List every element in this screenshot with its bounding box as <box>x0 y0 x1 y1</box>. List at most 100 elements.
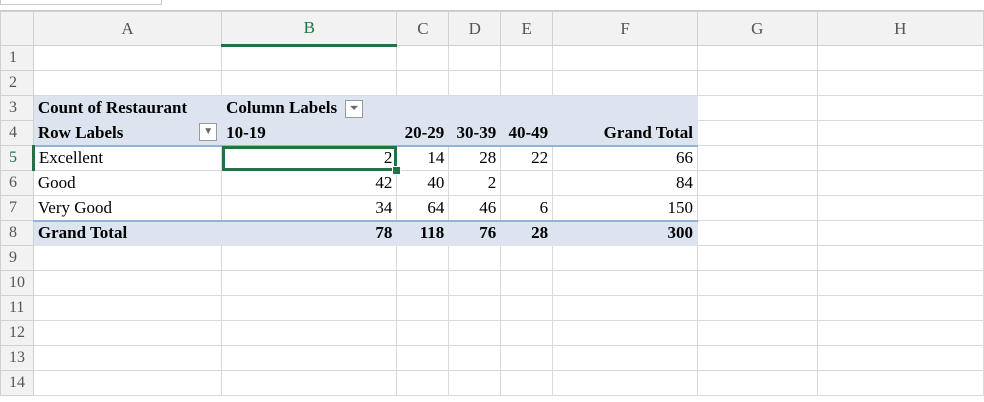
cell-D10[interactable] <box>448 270 502 296</box>
cell-G4[interactable] <box>696 120 818 146</box>
cell-A13[interactable] <box>32 345 223 371</box>
cell-D1[interactable] <box>448 45 502 71</box>
cell-A12[interactable] <box>32 320 223 346</box>
cell-D6[interactable]: 2 <box>448 170 502 196</box>
column-header-H[interactable]: H <box>816 11 984 46</box>
cell-C3[interactable] <box>396 95 450 121</box>
row-header-6[interactable]: 6 <box>0 170 34 196</box>
cell-H5[interactable] <box>816 145 984 171</box>
cell-H6[interactable] <box>816 170 984 196</box>
cell-E13[interactable] <box>500 345 554 371</box>
cell-B10[interactable] <box>221 270 398 296</box>
select-all-button[interactable] <box>0 11 34 46</box>
cell-A11[interactable] <box>32 295 223 321</box>
cell-F3[interactable] <box>552 95 698 121</box>
row-header-13[interactable]: 13 <box>0 345 34 371</box>
cell-E6[interactable] <box>500 170 554 196</box>
cell-E12[interactable] <box>500 320 554 346</box>
cell-A7[interactable]: Very Good <box>32 195 223 221</box>
row-header-4[interactable]: 4 <box>0 120 34 146</box>
cell-E5[interactable]: 22 <box>500 145 554 171</box>
cell-H8[interactable] <box>816 220 984 246</box>
cell-F1[interactable] <box>552 45 698 71</box>
row-header-11[interactable]: 11 <box>0 295 34 321</box>
cell-G1[interactable] <box>696 45 818 71</box>
row-header-1[interactable]: 1 <box>0 45 34 71</box>
cell-F2[interactable] <box>552 70 698 96</box>
cell-D7[interactable]: 46 <box>448 195 502 221</box>
cell-B9[interactable] <box>221 245 398 271</box>
cell-B6[interactable]: 42 <box>221 170 398 196</box>
cell-A5[interactable]: Excellent <box>32 145 223 171</box>
cell-E8[interactable]: 28 <box>500 219 554 246</box>
cell-D5[interactable]: 28 <box>448 145 502 171</box>
cell-E11[interactable] <box>500 295 554 321</box>
row-header-10[interactable]: 10 <box>0 270 34 296</box>
cell-A14[interactable] <box>32 370 223 396</box>
column-header-D[interactable]: D <box>448 11 502 46</box>
cell-B11[interactable] <box>221 295 398 321</box>
cell-F13[interactable] <box>552 345 698 371</box>
cell-B8[interactable]: 78 <box>221 219 398 246</box>
cell-A10[interactable] <box>32 270 223 296</box>
cell-D14[interactable] <box>448 370 502 396</box>
column-header-E[interactable]: E <box>500 11 554 46</box>
cell-H13[interactable] <box>816 345 984 371</box>
row-header-5[interactable]: 5 <box>0 145 35 171</box>
cell-E2[interactable] <box>500 70 554 96</box>
row-header-14[interactable]: 14 <box>0 370 34 396</box>
cell-E14[interactable] <box>500 370 554 396</box>
cell-F11[interactable] <box>552 295 698 321</box>
cell-B4[interactable]: 10-19 <box>221 120 398 147</box>
cell-A4[interactable]: Row Labels ▼ <box>32 120 223 147</box>
cell-E3[interactable] <box>500 95 554 121</box>
cell-H2[interactable] <box>816 70 984 96</box>
cell-H10[interactable] <box>816 270 984 296</box>
cell-C14[interactable] <box>396 370 450 396</box>
cell-G13[interactable] <box>696 345 818 371</box>
row-header-9[interactable]: 9 <box>0 245 34 271</box>
cell-H3[interactable] <box>816 95 984 121</box>
cell-C10[interactable] <box>396 270 450 296</box>
row-header-2[interactable]: 2 <box>0 70 34 96</box>
cell-A1[interactable] <box>32 45 223 71</box>
cell-C11[interactable] <box>396 295 450 321</box>
cell-C6[interactable]: 40 <box>396 170 450 196</box>
cell-G6[interactable] <box>696 170 818 196</box>
dropdown-arrow-icon[interactable]: ▼ <box>199 122 218 141</box>
cell-C4[interactable]: 20-29 <box>396 120 450 147</box>
cell-D9[interactable] <box>448 245 502 271</box>
cell-G3[interactable] <box>696 95 818 121</box>
cell-H7[interactable] <box>816 195 984 221</box>
cell-F14[interactable] <box>552 370 698 396</box>
cell-G8[interactable] <box>696 220 818 246</box>
cell-H4[interactable] <box>816 120 984 146</box>
cell-G14[interactable] <box>696 370 818 396</box>
column-header-C[interactable]: C <box>396 11 450 46</box>
cell-G7[interactable] <box>696 195 818 221</box>
cell-F9[interactable] <box>552 245 698 271</box>
cell-F5[interactable]: 66 <box>552 145 698 171</box>
cell-B14[interactable] <box>221 370 398 396</box>
cell-H14[interactable] <box>816 370 984 396</box>
cell-D3[interactable] <box>448 95 502 121</box>
fill-handle[interactable] <box>392 166 402 175</box>
cell-F8[interactable]: 300 <box>552 219 698 246</box>
cell-G11[interactable] <box>696 295 818 321</box>
cell-E7[interactable]: 6 <box>500 195 554 221</box>
cell-G10[interactable] <box>696 270 818 296</box>
cell-A9[interactable] <box>32 245 223 271</box>
cell-H9[interactable] <box>816 245 984 271</box>
cell-F4[interactable]: Grand Total <box>552 120 698 147</box>
cell-H11[interactable] <box>816 295 984 321</box>
cell-H12[interactable] <box>816 320 984 346</box>
cell-C5[interactable]: 14 <box>396 145 450 171</box>
cell-D12[interactable] <box>448 320 502 346</box>
cell-B7[interactable]: 34 <box>221 195 398 221</box>
cell-G12[interactable] <box>696 320 818 346</box>
cell-D2[interactable] <box>448 70 502 96</box>
cell-B3[interactable]: Column Labels ⏷ <box>221 95 398 121</box>
cell-D11[interactable] <box>448 295 502 321</box>
cell-C7[interactable]: 64 <box>396 195 450 221</box>
cell-C8[interactable]: 118 <box>396 219 450 246</box>
